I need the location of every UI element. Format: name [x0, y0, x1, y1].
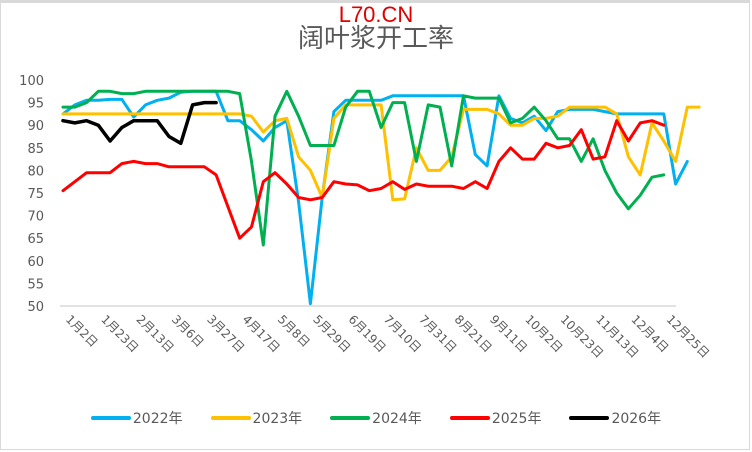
- legend-item-2023[interactable]: 2023年: [210, 408, 303, 428]
- y-tick-label: 80: [27, 164, 44, 179]
- x-tick-label: 5月29日: [310, 312, 353, 355]
- legend-label: 2025年: [491, 411, 542, 427]
- legend-label: 2023年: [252, 411, 303, 427]
- y-tick-label: 55: [27, 277, 44, 292]
- x-tick-label: 9月11日: [487, 312, 530, 355]
- series-line-2025: [61, 119, 666, 240]
- x-tick-label: 7月10日: [381, 312, 424, 355]
- x-tick-label: 10月2日: [522, 312, 565, 355]
- legend-item-2022[interactable]: 2022年: [90, 408, 183, 428]
- y-tick-label: 70: [27, 210, 44, 225]
- legend-label: 2022年: [132, 411, 183, 427]
- y-tick-label: 75: [27, 187, 44, 202]
- legend-swatch-icon: [330, 416, 371, 420]
- legend-label: 2026年: [611, 411, 662, 427]
- series-line-2024: [61, 89, 666, 247]
- legend-swatch-icon: [90, 416, 131, 420]
- legend-swatch-icon: [210, 416, 251, 420]
- legend-label: 2024年: [372, 411, 422, 427]
- x-tick-label: 8月21日: [452, 312, 495, 355]
- x-tick-label: 7月31日: [416, 312, 459, 355]
- y-tick-label: 90: [27, 119, 44, 134]
- y-tick-label: 65: [27, 232, 44, 247]
- legend-item-2026[interactable]: 2026年: [569, 408, 661, 428]
- legend: 2022年 2023年 2024年 2025年 2026年: [0, 408, 752, 428]
- legend-item-2025[interactable]: 2025年: [449, 408, 542, 428]
- x-axis: 1月2日1月23日2月13日3月6日3月27日4月17日5月8日5月29日6月1…: [63, 312, 712, 360]
- series-line-2022: [61, 89, 689, 306]
- legend-swatch-icon: [569, 416, 610, 420]
- series-line-2026: [61, 100, 218, 146]
- y-axis: 50 55 60 65 70 75 80 85 90 95 100: [19, 74, 44, 315]
- x-tick-label: 12月25日: [664, 312, 712, 360]
- legend-item-2024[interactable]: 2024年: [330, 408, 422, 428]
- y-tick-label: 95: [27, 97, 44, 112]
- x-tick-label: 4月17日: [240, 312, 283, 355]
- x-tick-label: 6月19日: [346, 312, 389, 355]
- x-tick-label: 2月13日: [134, 312, 177, 355]
- legend-swatch-icon: [449, 416, 490, 420]
- watermark: L70.CN: [338, 2, 414, 27]
- y-tick-label: 85: [27, 142, 44, 157]
- chart-title: 阔叶浆开工率: [297, 24, 454, 54]
- y-tick-label: 50: [27, 300, 44, 315]
- x-tick-label: 1月2日: [63, 312, 101, 350]
- y-tick-label: 60: [27, 255, 44, 270]
- x-tick-label: 1月23日: [98, 312, 141, 355]
- y-tick-label: 100: [19, 74, 44, 89]
- series-lines: [61, 89, 701, 306]
- x-tick-label: 3月27日: [204, 312, 247, 355]
- series-line-2023: [61, 103, 701, 202]
